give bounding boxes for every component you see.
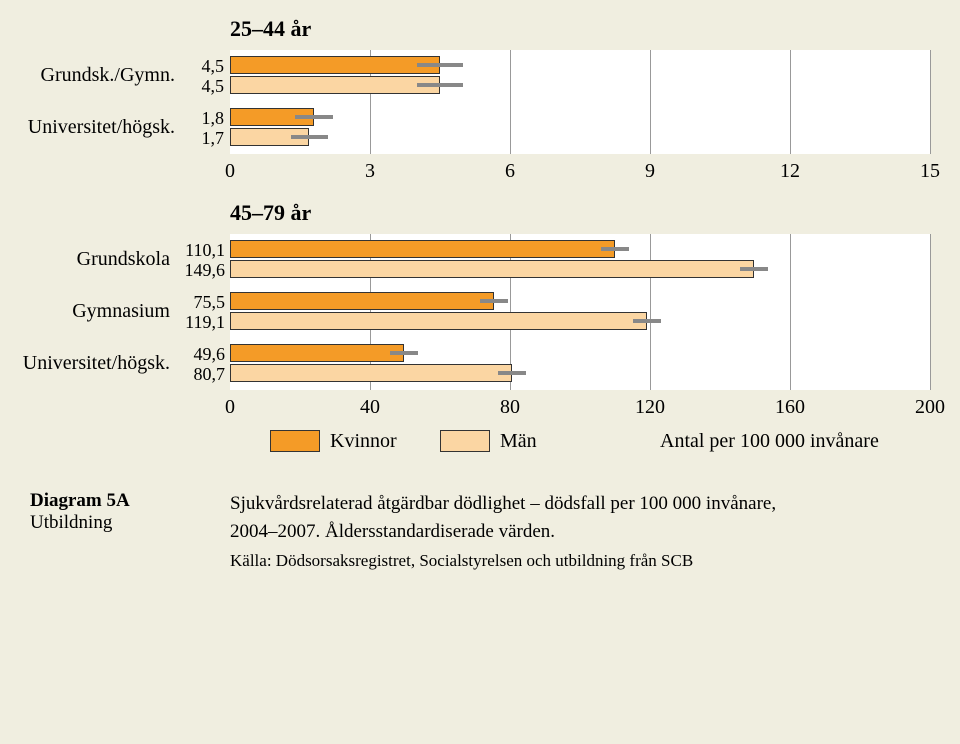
chart2-xtick: 0 xyxy=(225,396,235,419)
gridline xyxy=(790,234,791,390)
gridline xyxy=(930,234,931,390)
caption-line2: 2004–2007. Åldersstandardiserade värden. xyxy=(230,518,930,546)
caption-label-2: Utbildning xyxy=(30,512,130,534)
legend-man: Män xyxy=(500,430,537,453)
chart1-ylabel: Universitet/högsk. xyxy=(0,116,175,139)
chart2-xtick: 160 xyxy=(775,396,805,419)
chart2-error xyxy=(480,299,508,303)
chart1-value-man: 4,5 xyxy=(182,76,224,97)
chart1-xtick: 3 xyxy=(365,160,375,183)
chart2-error xyxy=(498,371,526,375)
chart1-xtick: 6 xyxy=(505,160,515,183)
chart1-error xyxy=(417,83,464,87)
caption-source: Källa: Dödsorsaksregistret, Socialstyrel… xyxy=(230,551,930,571)
chart2-ylabel: Grundskola xyxy=(0,248,170,271)
chart2-xtick: 40 xyxy=(360,396,380,419)
chart1-value-kvinnor: 1,8 xyxy=(182,108,224,129)
chart2-bar-kvinnor xyxy=(230,344,404,362)
chart1-error xyxy=(417,63,464,67)
chart1-value-kvinnor: 4,5 xyxy=(182,56,224,77)
chart2-xtick: 120 xyxy=(635,396,665,419)
chart2-value-man: 149,6 xyxy=(175,260,225,281)
chart2-bar-man xyxy=(230,260,754,278)
chart1-xtick: 9 xyxy=(645,160,655,183)
caption-line1: Sjukvårdsrelaterad åtgärdbar dödlighet –… xyxy=(230,490,930,518)
chart2-value-kvinnor: 75,5 xyxy=(175,292,225,313)
chart1-bar-man xyxy=(230,76,440,94)
chart1-xtick: 12 xyxy=(780,160,800,183)
chart2-xtick: 200 xyxy=(915,396,945,419)
gridline xyxy=(510,50,511,154)
gridline xyxy=(790,50,791,154)
chart2-bar-man xyxy=(230,312,647,330)
chart2-bar-man xyxy=(230,364,512,382)
chart2-value-kvinnor: 110,1 xyxy=(175,240,225,261)
chart1-value-man: 1,7 xyxy=(182,128,224,149)
chart1-title: 25–44 år xyxy=(230,16,311,42)
chart2-ylabel: Gymnasium xyxy=(0,300,170,323)
chart2-error xyxy=(390,351,418,355)
chart2-error xyxy=(633,319,661,323)
chart2-error xyxy=(740,267,768,271)
gridline xyxy=(650,50,651,154)
chart1-error xyxy=(295,115,332,119)
caption-label-1: Diagram 5A xyxy=(30,490,130,511)
chart2-xtick: 80 xyxy=(500,396,520,419)
caption: Sjukvårdsrelaterad åtgärdbar dödlighet –… xyxy=(230,490,930,571)
legend-kvinnor: Kvinnor xyxy=(330,430,397,453)
chart2-value-man: 80,7 xyxy=(175,364,225,385)
chart2-ylabel: Universitet/högsk. xyxy=(0,352,170,375)
chart1-xtick: 15 xyxy=(920,160,940,183)
legend-swatch-man xyxy=(440,430,490,452)
chart2-error xyxy=(601,247,629,251)
chart2-bar-kvinnor xyxy=(230,292,494,310)
chart2-value-kvinnor: 49,6 xyxy=(175,344,225,365)
chart2-bar-kvinnor xyxy=(230,240,615,258)
chart1-bar-kvinnor xyxy=(230,56,440,74)
chart1-ylabel: Grundsk./Gymn. xyxy=(0,64,175,87)
chart1-error xyxy=(291,135,328,139)
gridline xyxy=(650,234,651,390)
chart2-title: 45–79 år xyxy=(230,200,311,226)
legend-swatch-kvinnor xyxy=(270,430,320,452)
gridline xyxy=(930,50,931,154)
legend-note: Antal per 100 000 invånare xyxy=(660,430,879,453)
chart1-xtick: 0 xyxy=(225,160,235,183)
chart2-value-man: 119,1 xyxy=(175,312,225,333)
caption-label: Diagram 5AUtbildning xyxy=(30,490,130,534)
